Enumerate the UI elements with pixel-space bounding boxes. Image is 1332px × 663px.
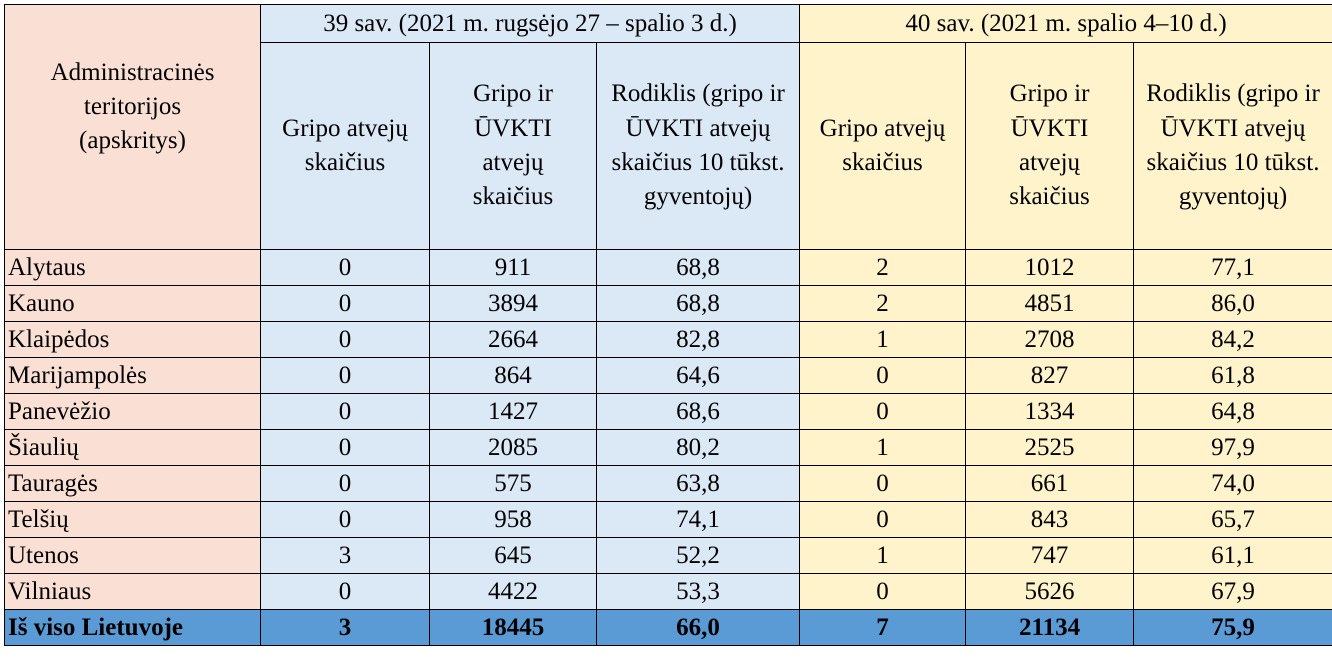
week39-header: 39 sav. (2021 m. rugsėjo 27 – spalio 3 d… [261, 5, 800, 43]
region-cell: Vilniaus [5, 574, 261, 610]
w39-flu-cell: 0 [261, 250, 430, 286]
region-cell: Alytaus [5, 250, 261, 286]
w39-rate-cell: 53,3 [597, 574, 800, 610]
w40-total-cell: 843 [966, 502, 1134, 538]
w39-flu-cell: 0 [261, 502, 430, 538]
w39-total-cell: 645 [430, 538, 597, 574]
w39-total-cell: 2664 [430, 322, 597, 358]
w40-rate-cell: 97,9 [1134, 430, 1332, 466]
influenza-table: Administracinės teritorijos (apskritys) … [4, 4, 1332, 646]
w40-rate-cell: 77,1 [1134, 250, 1332, 286]
w40-rate-cell: 74,0 [1134, 466, 1332, 502]
w39-rate-cell: 63,8 [597, 466, 800, 502]
w40-total-cell: 827 [966, 358, 1134, 394]
w40-flu-cell: 0 [800, 394, 966, 430]
w40-total-cell: 4851 [966, 286, 1134, 322]
region-cell: Marijampolės [5, 358, 261, 394]
total-w39-flu: 3 [261, 610, 430, 646]
w40-flu-cell: 1 [800, 322, 966, 358]
w40-rate-cell: 86,0 [1134, 286, 1332, 322]
table-row: Telšių 0 958 74,1 0 843 65,7 [5, 502, 1332, 538]
table-row: Tauragės 0 575 63,8 0 661 74,0 [5, 466, 1332, 502]
w40-flu-header: Gripo atvejų skaičius [800, 43, 966, 250]
table-row: Vilniaus 0 4422 53,3 0 5626 67,9 [5, 574, 1332, 610]
w39-total-cell: 958 [430, 502, 597, 538]
w39-flu-cell: 0 [261, 574, 430, 610]
w40-total-cell: 2708 [966, 322, 1134, 358]
region-cell: Utenos [5, 538, 261, 574]
total-w40-total: 21134 [966, 610, 1134, 646]
w39-flu-cell: 0 [261, 394, 430, 430]
w40-flu-cell: 2 [800, 286, 966, 322]
w40-total-cell: 5626 [966, 574, 1134, 610]
table-row: Kauno 0 3894 68,8 2 4851 86,0 [5, 286, 1332, 322]
w40-rate-cell: 84,2 [1134, 322, 1332, 358]
w39-total-header: Gripo ir ŪVKTI atvejų skaičius [430, 43, 597, 250]
w39-rate-cell: 68,8 [597, 250, 800, 286]
total-row: Iš viso Lietuvoje 3 18445 66,0 7 21134 7… [5, 610, 1332, 646]
w39-total-cell: 1427 [430, 394, 597, 430]
w39-flu-cell: 0 [261, 322, 430, 358]
w40-rate-cell: 65,7 [1134, 502, 1332, 538]
w40-total-cell: 747 [966, 538, 1134, 574]
w39-flu-cell: 0 [261, 286, 430, 322]
table-row: Panevėžio 0 1427 68,6 0 1334 64,8 [5, 394, 1332, 430]
w39-flu-cell: 3 [261, 538, 430, 574]
w40-rate-cell: 64,8 [1134, 394, 1332, 430]
w39-flu-cell: 0 [261, 430, 430, 466]
w39-flu-header: Gripo atvejų skaičius [261, 43, 430, 250]
w40-flu-cell: 0 [800, 502, 966, 538]
w40-flu-cell: 0 [800, 358, 966, 394]
w39-total-cell: 2085 [430, 430, 597, 466]
w39-flu-cell: 0 [261, 358, 430, 394]
w39-rate-header: Rodiklis (gripo ir ŪVKTI atvejų skaičius… [597, 43, 800, 250]
w40-total-cell: 661 [966, 466, 1134, 502]
region-cell: Tauragės [5, 466, 261, 502]
w40-total-cell: 2525 [966, 430, 1134, 466]
w39-total-cell: 864 [430, 358, 597, 394]
table-row: Utenos 3 645 52,2 1 747 61,1 [5, 538, 1332, 574]
w40-flu-cell: 1 [800, 430, 966, 466]
w40-rate-header: Rodiklis (gripo ir ŪVKTI atvejų skaičius… [1134, 43, 1332, 250]
total-w40-rate: 75,9 [1134, 610, 1332, 646]
w39-rate-cell: 64,6 [597, 358, 800, 394]
table-row: Šiaulių 0 2085 80,2 1 2525 97,9 [5, 430, 1332, 466]
w39-rate-cell: 52,2 [597, 538, 800, 574]
w40-total-cell: 1012 [966, 250, 1134, 286]
w40-flu-cell: 2 [800, 250, 966, 286]
w40-total-header: Gripo ir ŪVKTI atvejų skaičius [966, 43, 1134, 250]
table-row: Marijampolės 0 864 64,6 0 827 61,8 [5, 358, 1332, 394]
w40-flu-cell: 1 [800, 538, 966, 574]
w39-total-cell: 3894 [430, 286, 597, 322]
w40-total-cell: 1334 [966, 394, 1134, 430]
w39-total-cell: 575 [430, 466, 597, 502]
total-w39-total: 18445 [430, 610, 597, 646]
w39-rate-cell: 82,8 [597, 322, 800, 358]
w39-rate-cell: 80,2 [597, 430, 800, 466]
w40-flu-cell: 0 [800, 466, 966, 502]
week40-header: 40 sav. (2021 m. spalio 4–10 d.) [800, 5, 1332, 43]
w39-rate-cell: 68,8 [597, 286, 800, 322]
region-cell: Klaipėdos [5, 322, 261, 358]
total-label: Iš viso Lietuvoje [5, 610, 261, 646]
table-row: Alytaus 0 911 68,8 2 1012 77,1 [5, 250, 1332, 286]
w40-rate-cell: 67,9 [1134, 574, 1332, 610]
w39-rate-cell: 68,6 [597, 394, 800, 430]
w40-flu-cell: 0 [800, 574, 966, 610]
table-row: Klaipėdos 0 2664 82,8 1 2708 84,2 [5, 322, 1332, 358]
w39-flu-cell: 0 [261, 466, 430, 502]
region-cell: Telšių [5, 502, 261, 538]
total-w40-flu: 7 [800, 610, 966, 646]
w40-rate-cell: 61,8 [1134, 358, 1332, 394]
w39-total-cell: 911 [430, 250, 597, 286]
total-w39-rate: 66,0 [597, 610, 800, 646]
w39-rate-cell: 74,1 [597, 502, 800, 538]
region-cell: Šiaulių [5, 430, 261, 466]
region-column-header: Administracinės teritorijos (apskritys) [5, 5, 261, 250]
region-cell: Panevėžio [5, 394, 261, 430]
header-row-weeks: Administracinės teritorijos (apskritys) … [5, 5, 1332, 43]
region-cell: Kauno [5, 286, 261, 322]
w39-total-cell: 4422 [430, 574, 597, 610]
w40-rate-cell: 61,1 [1134, 538, 1332, 574]
